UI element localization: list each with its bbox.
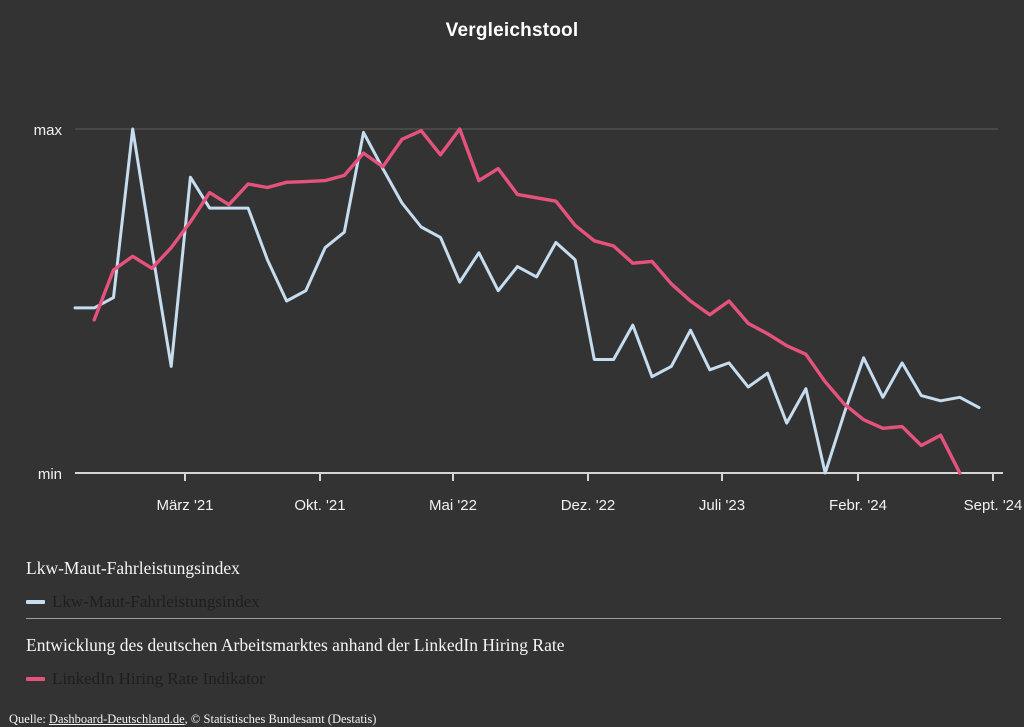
section-divider [26,618,1001,619]
legend-swatch-blue-line-icon [26,600,45,604]
y-axis-max-label: max [34,122,63,139]
x-tick-label: Dez. '22 [561,497,616,514]
x-tick-label: Febr. '24 [829,497,887,514]
legend-label-lkw-maut: Lkw-Maut-Fahrleistungsindex [52,592,260,611]
section-heading-linkedin-hiring-rate: Entwicklung des deutschen Arbeitsmarktes… [26,635,565,655]
source-prefix: Quelle: [9,712,49,726]
source-attribution: Quelle: Dashboard-Deutschland.de, © Stat… [9,712,376,727]
legend-item-lkw-maut[interactable]: Lkw-Maut-Fahrleistungsindex [26,592,260,612]
legend-swatch-pink-line-icon [26,677,45,681]
x-tick-label: Juli '23 [699,497,745,514]
series-line-lkw-maut[interactable] [73,127,981,475]
x-axis-tick-labels: März '21 Okt. '21 Mai '22 Dez. '22 Juli '23 F… [156,497,1022,514]
x-tick-label: März '21 [156,497,213,514]
legend-item-linkedin-hiring-rate[interactable]: LinkedIn Hiring Rate Indikator [26,669,265,689]
x-axis-ticks [184,473,994,481]
section-heading-lkw-maut: Lkw-Maut-Fahrleistungsindex [26,558,240,578]
comparison-chart: März '21 Okt. '21 Mai '22 Dez. '22 Juli '23 F… [34,122,1023,514]
x-tick-label: Mai '22 [429,497,477,514]
series-line-linkedin-hiring-rate[interactable] [92,127,962,475]
page-title: Vergleichstool [445,20,579,41]
x-tick-label: Sept. '24 [964,497,1023,514]
x-tick-label: Okt. '21 [294,497,345,514]
legend-label-linkedin-hiring-rate: LinkedIn Hiring Rate Indikator [52,669,265,688]
source-suffix: , © Statistisches Bundesamt (Destatis) [184,712,377,726]
source-link[interactable]: Dashboard-Deutschland.de [48,712,185,726]
y-axis-min-label: min [38,466,62,483]
